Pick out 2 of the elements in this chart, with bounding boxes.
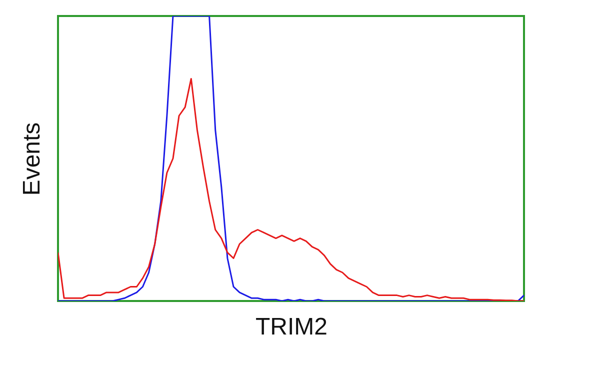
y-axis-title: Events (18, 122, 46, 196)
x-axis-title: TRIM2 (256, 314, 328, 340)
